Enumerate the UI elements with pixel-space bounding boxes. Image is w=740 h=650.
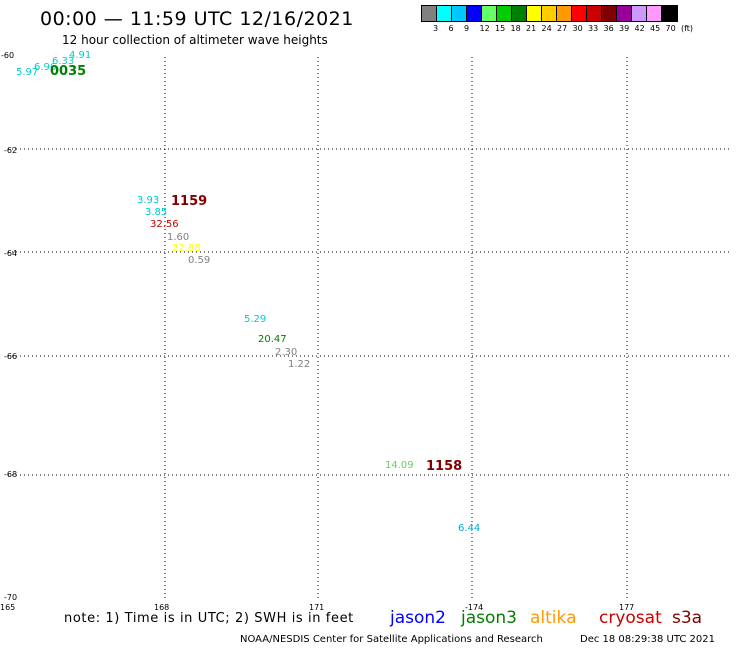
colorbar-swatch	[497, 6, 512, 21]
pass-time-label: 1158	[426, 459, 463, 474]
colorbar-tick-label: 24	[541, 24, 552, 33]
legend-cryosat: cryosat	[599, 608, 662, 628]
map-title: 00:00 — 11:59 UTC 12/16/2021	[40, 8, 354, 30]
colorbar-tick-label: 70	[665, 24, 676, 33]
colorbar-swatch	[467, 6, 482, 21]
pass-time-label: 0035	[50, 64, 87, 79]
colorbar-swatch	[632, 6, 647, 21]
colorbar-swatch	[422, 6, 437, 21]
colorbar-swatch	[557, 6, 572, 21]
colorbar-tick-label: 45	[650, 24, 661, 33]
colorbar-swatch	[572, 6, 587, 21]
pass-time-label: 1159	[171, 194, 208, 209]
legend-altika: altika	[530, 608, 577, 628]
latitude-label: -68	[4, 470, 18, 479]
colorbar-tick-label: 9	[464, 24, 470, 33]
longitude-label: 165	[0, 603, 16, 612]
map-plot	[8, 57, 730, 599]
longitude-label: 177	[619, 603, 635, 612]
colorbar-tick-label: 21	[526, 24, 537, 33]
colorbar-tick-label: 27	[557, 24, 568, 33]
latitude-label: -66	[4, 352, 18, 361]
colorbar-tick-label: 33	[588, 24, 599, 33]
latitude-label: -70	[4, 593, 18, 602]
colorbar-swatch	[512, 6, 527, 21]
footer-note: note: 1) Time is in UTC; 2) SWH is in fe…	[64, 611, 354, 626]
colorbar-swatch	[617, 6, 632, 21]
colorbar-tick-label: 3	[433, 24, 439, 33]
colorbar-swatch	[662, 6, 677, 21]
wave-height-value: 6.96	[34, 62, 57, 73]
colorbar-tick-label: 39	[619, 24, 630, 33]
latitude-label: -60	[1, 51, 15, 60]
colorbar-tick-label: 12	[479, 24, 490, 33]
colorbar-tick-label: 42	[634, 24, 645, 33]
legend-jason2: jason2	[390, 608, 446, 628]
colorbar-swatch	[587, 6, 602, 21]
latitude-label: -64	[4, 249, 18, 258]
longitude-label: -174	[465, 603, 484, 612]
legend-jason3: jason3	[461, 608, 517, 628]
colorbar-tick-label: 30	[572, 24, 583, 33]
colorbar-tick-label: (ft)	[681, 24, 694, 33]
wave-height-value: 3.85	[145, 207, 168, 218]
latitude-label: -62	[4, 146, 18, 155]
wave-height-value: 1.60	[167, 232, 190, 243]
wave-height-value: 6.44	[458, 523, 481, 534]
wave-height-value: 4.91	[69, 50, 92, 61]
wave-height-value: 20.47	[258, 334, 287, 345]
wave-height-colorbar	[421, 5, 678, 22]
colorbar-swatch	[482, 6, 497, 21]
wave-height-value: 5.97	[16, 67, 39, 78]
longitude-label: 168	[154, 603, 170, 612]
wave-height-value: 5.29	[244, 314, 267, 325]
lat-lon-grid	[8, 57, 730, 599]
colorbar-tick-label: 36	[603, 24, 614, 33]
wave-height-value: 3.93	[137, 195, 160, 206]
wave-height-value: 32.56	[150, 219, 179, 230]
colorbar-swatch	[452, 6, 467, 21]
wave-height-value: 2.30	[275, 347, 298, 358]
credit-line: NOAA/NESDIS Center for Satellite Applica…	[240, 634, 543, 645]
colorbar-tick-label: 6	[448, 24, 454, 33]
wave-height-value: 1.22	[288, 359, 311, 370]
colorbar-swatch	[602, 6, 617, 21]
colorbar-swatch	[437, 6, 452, 21]
generated-timestamp: Dec 18 08:29:38 UTC 2021	[580, 634, 715, 645]
colorbar-swatch	[527, 6, 542, 21]
colorbar-tick-label: 18	[510, 24, 521, 33]
wave-height-value: 22.88	[172, 243, 201, 254]
wave-height-value: 0.59	[188, 255, 211, 266]
map-subtitle: 12 hour collection of altimeter wave hei…	[62, 33, 328, 47]
colorbar-tick-label: 15	[495, 24, 506, 33]
wave-height-value: 14.09	[385, 460, 414, 471]
longitude-label: 171	[309, 603, 325, 612]
legend-s3a: s3a	[672, 608, 703, 628]
colorbar-swatch	[542, 6, 557, 21]
wave-height-value: 6.33	[52, 56, 75, 67]
colorbar-swatch	[647, 6, 662, 21]
